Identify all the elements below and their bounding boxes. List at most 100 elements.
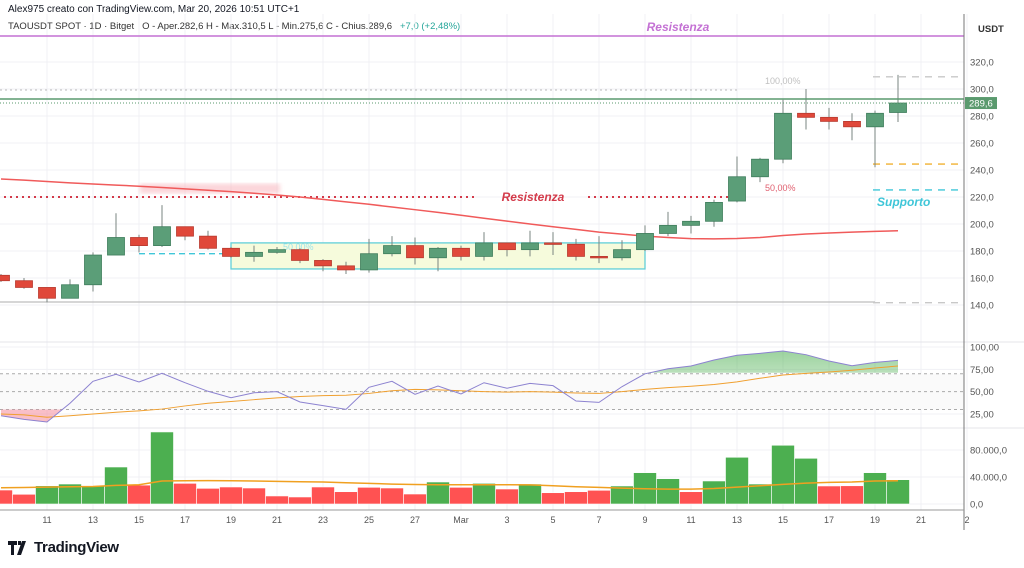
symbol-legend: TAOUSDT SPOT · 1D · Bitget O - Aper.282,… xyxy=(8,21,460,32)
candle-body xyxy=(107,237,125,256)
volume-bar xyxy=(265,495,289,505)
time-tick-label: 23 xyxy=(318,515,328,525)
author-line: Alex975 creato con TradingView.com, Mar … xyxy=(8,4,300,15)
candle-body xyxy=(61,284,79,299)
volume-bar xyxy=(725,456,749,505)
volume-bar xyxy=(817,485,841,505)
volume-pane[interactable] xyxy=(0,431,910,505)
price-pane[interactable] xyxy=(0,74,907,303)
time-tick-label: 2 xyxy=(964,515,969,525)
candle-body xyxy=(613,249,631,259)
price-tick-label: 320,0 xyxy=(970,58,994,69)
price-tick-label: 240,0 xyxy=(970,166,994,177)
range-box-label: 50,00% xyxy=(283,242,314,252)
candle-body xyxy=(429,247,447,259)
volume-bar xyxy=(127,484,151,505)
rsi-tick-label: 100,00 xyxy=(970,343,999,354)
volume-bar xyxy=(794,457,818,505)
candle-body xyxy=(705,201,723,222)
price-tick-label: 180,0 xyxy=(970,247,994,258)
candle-body xyxy=(268,249,286,253)
time-tick-label: 13 xyxy=(732,515,742,525)
currency-label: USDT xyxy=(978,24,1004,35)
candle-body xyxy=(222,247,240,257)
ohlc-values: O - Aper.282,6 H - Max.310,5 L - Min.275… xyxy=(142,21,393,32)
fib-100-label: 100,00% xyxy=(765,76,801,86)
volume-bar xyxy=(242,487,266,505)
axes: 320,0300,0280,0260,0240,0220,0200,0180,0… xyxy=(0,14,1007,530)
volume-bar xyxy=(863,472,887,505)
volume-bar xyxy=(518,483,542,505)
price-tick-label: 280,0 xyxy=(970,112,994,123)
candle-body xyxy=(544,242,562,245)
candle-body xyxy=(521,242,539,251)
candle-body xyxy=(0,274,10,282)
volume-bar xyxy=(357,487,381,505)
candle-body xyxy=(774,112,792,160)
rsi-tick-label: 75,00 xyxy=(970,365,994,376)
candle-body xyxy=(751,158,769,178)
time-tick-label: 15 xyxy=(134,515,144,525)
volume-bar xyxy=(840,485,864,505)
rsi-tick-label: 50,00 xyxy=(970,387,994,398)
rsi-pane[interactable] xyxy=(0,350,964,423)
volume-bar xyxy=(12,493,36,505)
volume-bar xyxy=(472,483,496,505)
blurred-label xyxy=(140,183,280,194)
volume-ma-line xyxy=(0,479,899,490)
volume-bar xyxy=(771,444,795,505)
time-tick-label: 17 xyxy=(824,515,834,525)
fib-50-label: 50,00% xyxy=(765,183,796,193)
candle-body xyxy=(176,226,194,237)
candle-body xyxy=(383,245,401,255)
time-tick-label: 3 xyxy=(504,515,509,525)
volume-bar xyxy=(196,488,220,505)
candle-body xyxy=(291,249,309,261)
volume-bar xyxy=(564,491,588,505)
candle-body xyxy=(130,237,148,247)
symbol-name[interactable]: TAOUSDT SPOT · 1D · Bitget xyxy=(8,21,135,32)
volume-bar xyxy=(0,489,13,505)
time-tick-label: 25 xyxy=(364,515,374,525)
candle-body xyxy=(452,247,470,257)
time-tick-label: 21 xyxy=(916,515,926,525)
volume-bar xyxy=(541,492,565,505)
tradingview-logo-icon xyxy=(8,540,26,555)
rsi-overbought-fill xyxy=(649,351,898,373)
brand-name: TradingView xyxy=(34,539,119,556)
time-tick-label: 9 xyxy=(642,515,647,525)
resistance-top-label: Resistenza xyxy=(647,20,710,34)
time-tick-label: 15 xyxy=(778,515,788,525)
volume-bar xyxy=(81,485,105,505)
tradingview-logo[interactable]: TradingView xyxy=(8,539,119,556)
time-tick-label: 19 xyxy=(870,515,880,525)
candle-body xyxy=(406,245,424,259)
annotations-front xyxy=(0,98,964,104)
candle-body xyxy=(797,112,815,118)
price-tick-label: 260,0 xyxy=(970,139,994,150)
volume-tick-label: 80.000,0 xyxy=(970,445,1007,456)
rsi-tick-label: 25,00 xyxy=(970,409,994,420)
volume-bar xyxy=(702,480,726,505)
time-tick-label: 27 xyxy=(410,515,420,525)
candle-body xyxy=(728,176,746,202)
time-tick-label: 11 xyxy=(42,515,51,525)
rsi-line xyxy=(0,350,899,423)
candle-body xyxy=(199,235,217,249)
last-price-badge xyxy=(965,97,997,110)
candle-body xyxy=(889,102,907,113)
volume-bar xyxy=(886,479,910,505)
candle-body xyxy=(659,224,677,234)
candle-body xyxy=(636,233,654,251)
volume-bar xyxy=(587,489,611,505)
price-tick-label: 200,0 xyxy=(970,220,994,231)
candle-body xyxy=(38,287,56,299)
price-change: +7,0 (+2,48%) xyxy=(399,21,461,32)
volume-bar xyxy=(449,487,473,505)
last-price-label: 289,6 xyxy=(969,99,993,110)
candle-body xyxy=(843,121,861,128)
candle-body xyxy=(567,243,585,257)
candle-body xyxy=(245,251,263,257)
volume-bar xyxy=(150,431,174,505)
